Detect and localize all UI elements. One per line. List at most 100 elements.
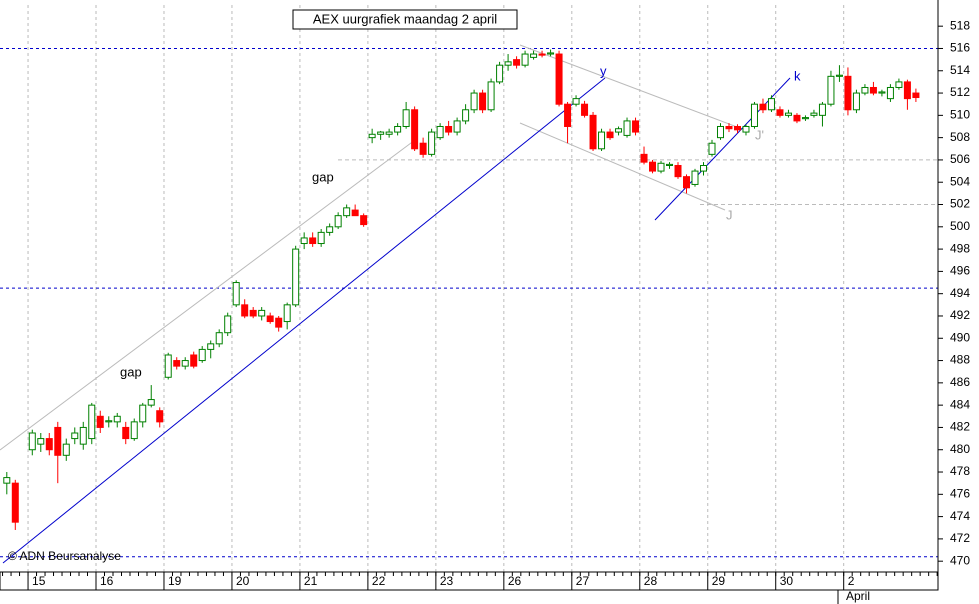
annotation: gap (312, 169, 334, 184)
candle-body (351, 209, 359, 217)
candle-body (249, 309, 257, 317)
candle-body (292, 248, 300, 306)
y-tick-label: 502 (950, 197, 970, 211)
candle-body (164, 354, 172, 378)
candle-body (71, 432, 79, 440)
candle-body (555, 53, 563, 105)
y-tick-label: 472 (950, 531, 970, 545)
candle-body (436, 125, 444, 139)
candle-body (428, 131, 436, 155)
candle-body (300, 237, 308, 245)
candle-body (11, 482, 19, 523)
y-tick-label: 490 (950, 330, 970, 344)
candle-body (470, 92, 478, 111)
y-tick-label: 488 (950, 353, 970, 367)
y-tick-label: 504 (950, 174, 970, 188)
trend-line (2, 77, 606, 564)
candle-body (113, 415, 121, 423)
y-tick-label: 496 (950, 264, 970, 278)
candle-body (886, 86, 894, 100)
candle-body (852, 92, 860, 111)
y-tick-label: 510 (950, 108, 970, 122)
chart-title: AEX uurgrafiek maandag 2 april (313, 11, 497, 26)
candle-body (402, 109, 410, 127)
candle-body (708, 142, 716, 155)
y-tick-label: 474 (950, 509, 970, 523)
candle-body (326, 226, 334, 233)
candle-body (496, 64, 504, 83)
candle-body (742, 125, 750, 133)
y-tick-label: 470 (950, 553, 970, 567)
candle-body (810, 112, 818, 116)
candle-body (241, 304, 249, 317)
y-tick-label: 514 (950, 63, 970, 77)
candle-body (96, 415, 104, 428)
y-tick-label: 480 (950, 442, 970, 456)
candle-body (903, 81, 911, 100)
title-box (292, 9, 518, 30)
candle-body (419, 142, 427, 155)
channel-line (519, 122, 726, 211)
candle-body (895, 81, 903, 88)
candle-body (581, 103, 589, 116)
candle-body (232, 282, 240, 306)
y-tick-label: 518 (950, 18, 970, 32)
candle-body (564, 103, 572, 127)
x-axis-strip (0, 571, 939, 591)
candle-body (54, 426, 62, 456)
candle-body (674, 165, 682, 178)
candle-body (198, 348, 206, 362)
x-tick-label: 26 (508, 574, 522, 588)
annotation: J' (755, 127, 764, 142)
candle-body (912, 92, 920, 99)
x-tick-label: 21 (304, 574, 318, 588)
candle-body (547, 52, 555, 55)
candle-body (538, 53, 546, 56)
candle-body (479, 92, 487, 111)
candle-body (122, 426, 130, 440)
candle-body (258, 309, 266, 317)
y-tick-label: 476 (950, 486, 970, 500)
candle-body (640, 153, 648, 163)
candle-body (589, 114, 597, 150)
month-label: April (846, 589, 870, 603)
candle-body (385, 131, 393, 135)
x-tick-label: 28 (644, 574, 658, 588)
candle-body (88, 404, 96, 440)
candle-body (317, 231, 325, 245)
candle-body (632, 120, 640, 133)
candle-body (462, 109, 470, 122)
y-tick-label: 494 (950, 286, 970, 300)
candle-body (572, 98, 580, 105)
candle-body (377, 131, 385, 135)
candle-body (521, 53, 529, 66)
candle-body (691, 170, 699, 185)
candle-body (215, 332, 223, 345)
candle-body (530, 53, 538, 58)
candle-body (105, 420, 113, 423)
source: © ADN Beursanalyse (8, 549, 121, 563)
x-tick-label: 23 (440, 574, 454, 588)
candle-body (453, 120, 461, 133)
candle-body (130, 421, 138, 440)
candle-body (343, 207, 351, 217)
x-tick-label: 27 (576, 574, 590, 588)
candle-body (513, 59, 521, 66)
candle-body (173, 360, 181, 367)
candle-body (62, 443, 70, 456)
y-tick-label: 508 (950, 130, 970, 144)
candle-body (598, 131, 606, 150)
candle-body (181, 360, 189, 367)
annotation: k (794, 68, 801, 83)
candle-body (793, 114, 801, 122)
x-tick-label: 20 (236, 574, 250, 588)
x-tick-label: 29 (712, 574, 726, 588)
y-tick-label: 506 (950, 152, 970, 166)
candle-body (190, 354, 198, 367)
annotation: J (726, 207, 733, 222)
candle-body (28, 432, 36, 451)
candle-body (445, 125, 453, 133)
channel-line (0, 139, 416, 451)
y-tick-label: 478 (950, 464, 970, 478)
x-tick-label: 30 (780, 574, 794, 588)
